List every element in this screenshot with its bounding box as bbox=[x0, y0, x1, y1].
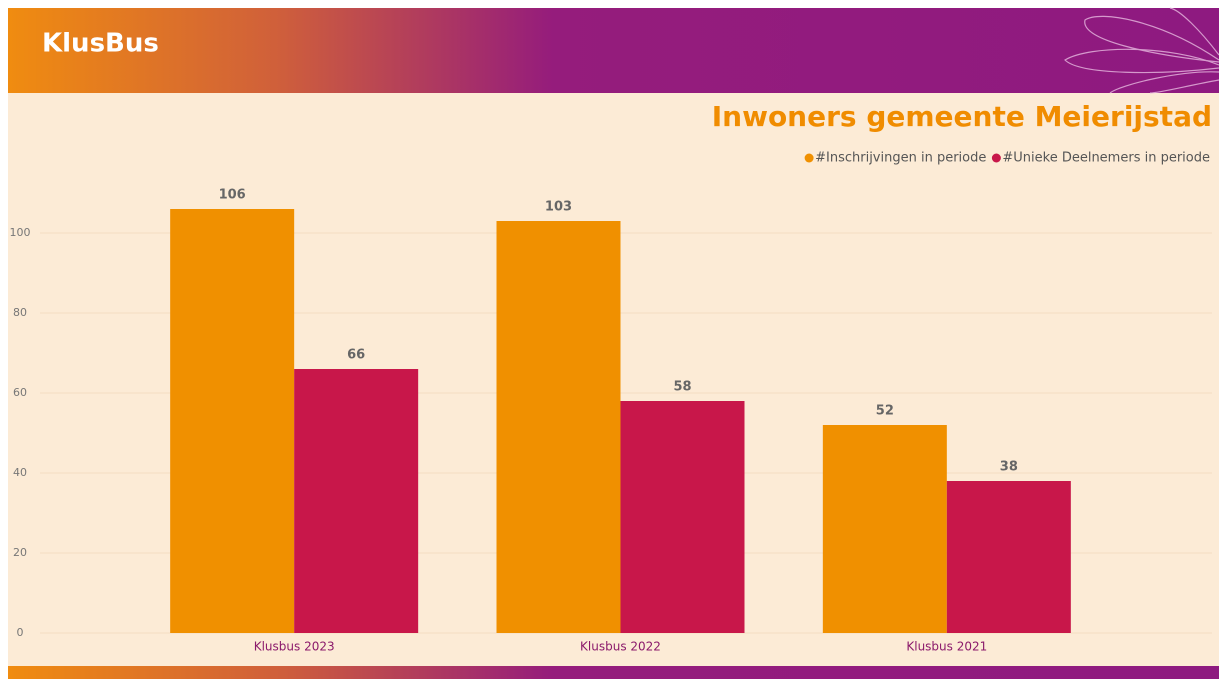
footer-band bbox=[8, 666, 1219, 679]
data-label: 38 bbox=[1000, 460, 1018, 475]
bar bbox=[822, 425, 947, 633]
bar bbox=[496, 221, 621, 633]
legend-label: #Unieke Deelnemers in periode bbox=[1002, 151, 1210, 166]
brand: KlusBus bbox=[42, 29, 159, 59]
legend-swatch bbox=[804, 153, 814, 163]
y-tick-label: 100 bbox=[10, 226, 31, 239]
y-tick-label: 20 bbox=[13, 546, 27, 559]
y-tick-label: 60 bbox=[13, 386, 27, 399]
data-label: 103 bbox=[545, 200, 572, 215]
data-label: 58 bbox=[673, 380, 691, 395]
bar bbox=[170, 209, 295, 633]
header-banner bbox=[8, 8, 1219, 93]
legend-swatch bbox=[991, 153, 1001, 163]
bar bbox=[946, 481, 1071, 633]
y-tick-label: 40 bbox=[13, 466, 27, 479]
x-tick-label: Klusbus 2023 bbox=[254, 640, 335, 654]
x-tick-label: Klusbus 2021 bbox=[906, 640, 987, 654]
y-tick-label: 0 bbox=[17, 626, 24, 639]
y-tick-label: 80 bbox=[13, 306, 27, 319]
flower-decoration bbox=[1064, 7, 1219, 94]
data-label: 66 bbox=[347, 348, 365, 363]
bar bbox=[620, 401, 745, 633]
x-tick-label: Klusbus 2022 bbox=[580, 640, 661, 654]
legend-label: #Inschrijvingen in periode bbox=[815, 151, 986, 166]
chart-title: Inwoners gemeente Meierijstad bbox=[712, 100, 1212, 133]
data-label: 52 bbox=[876, 404, 894, 419]
bar bbox=[294, 369, 419, 633]
data-label: 106 bbox=[219, 188, 246, 203]
